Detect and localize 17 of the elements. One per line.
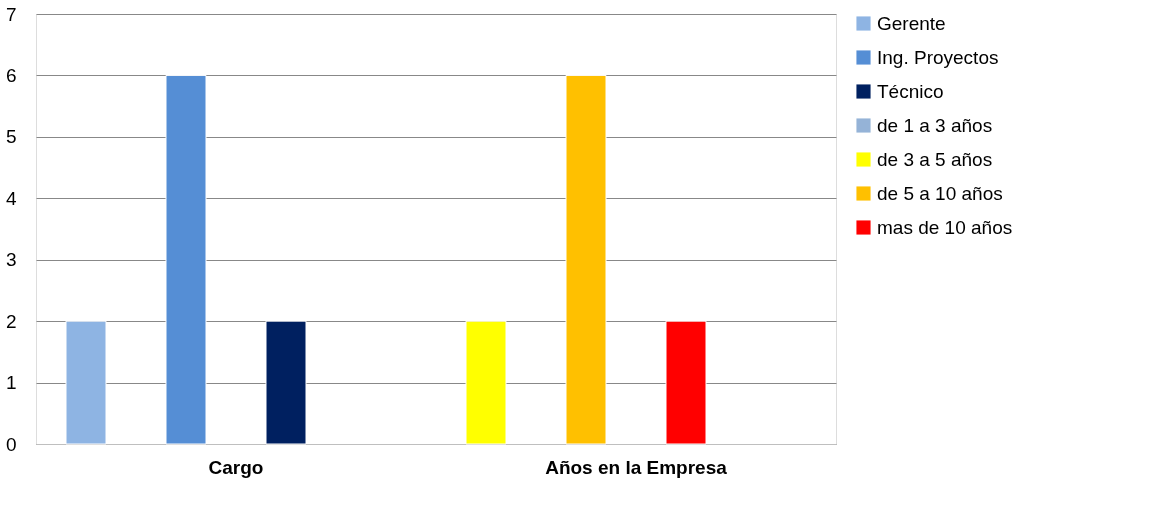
legend-label: Ing. Proyectos: [877, 46, 999, 68]
y-tick-label: 0: [5, 433, 17, 455]
y-tick-label: 5: [5, 126, 17, 148]
y-tick-label: 2: [5, 310, 17, 332]
legend-label: de 1 a 3 años: [877, 114, 993, 136]
legend-label: de 5 a 10 años: [877, 182, 1003, 204]
y-tick-label: 1: [5, 372, 17, 394]
y-tick-label: 6: [5, 64, 17, 86]
legend-label: mas de 10 años: [877, 216, 1013, 238]
y-tick-label: 3: [5, 249, 17, 271]
x-tick-label: Cargo: [208, 456, 264, 478]
legend-label: Gerente: [877, 12, 946, 34]
y-tick-label: 4: [5, 187, 17, 209]
x-tick-label: Años en la Empresa: [545, 456, 728, 478]
legend-label: Técnico: [877, 80, 944, 102]
y-tick-label: 7: [5, 3, 17, 25]
legend-label: de 3 a 5 años: [877, 148, 993, 170]
